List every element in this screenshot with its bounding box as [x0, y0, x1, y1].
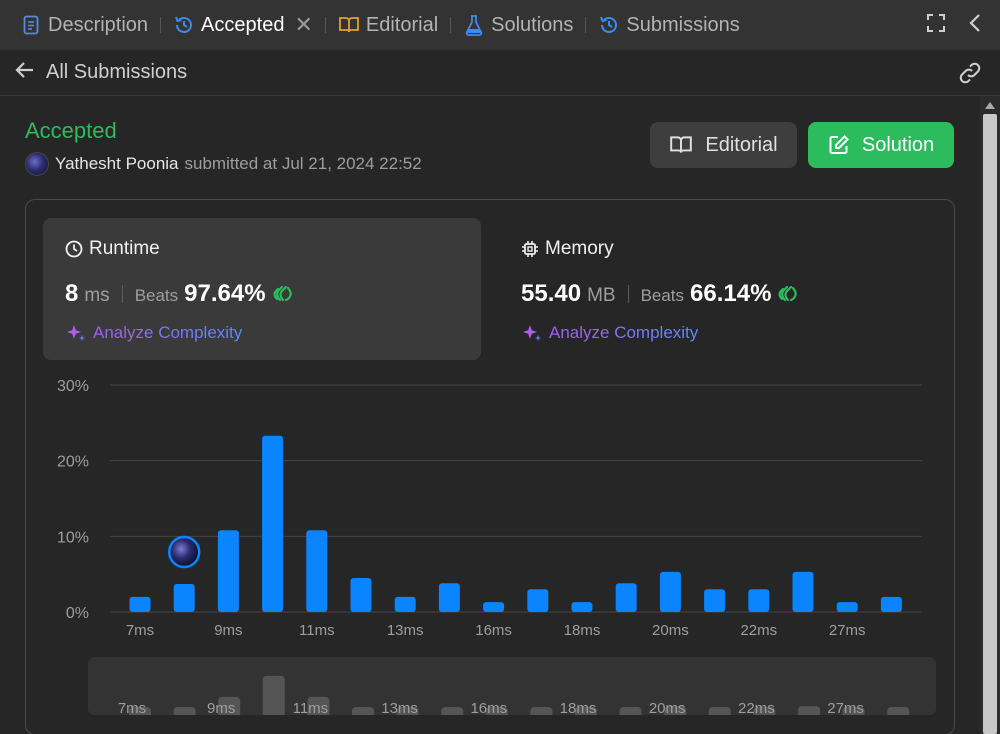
description-icon	[20, 14, 42, 36]
minimap-bar	[441, 707, 464, 715]
beats-label: Beats	[134, 286, 179, 305]
close-icon[interactable]: ✕	[294, 12, 313, 37]
minimap-label: 18ms	[560, 700, 597, 715]
book-icon	[670, 136, 693, 153]
memory-card[interactable]: Memory 55.40 MB Beats 66.14% Analyze Com…	[499, 218, 937, 360]
memory-unit: MB	[587, 285, 616, 306]
minimap-bar	[708, 707, 731, 715]
tabbar-actions	[926, 13, 982, 38]
analyze-complexity-label: Analyze Complexity	[549, 323, 699, 342]
minimap-bar	[753, 707, 776, 715]
minimap-label: 22ms	[738, 700, 775, 715]
tab-submissions[interactable]: Submissions	[598, 0, 740, 50]
submission-detail	[0, 96, 980, 734]
minimap-bar	[485, 707, 508, 715]
tab-divider	[324, 17, 326, 33]
minimap-bar	[218, 696, 241, 715]
tab-divider	[450, 17, 452, 33]
edit-icon	[829, 135, 849, 154]
tab-label: Editorial	[365, 13, 439, 36]
minimap-bar	[530, 707, 553, 715]
minimap-label: 13ms	[381, 700, 418, 715]
runtime-value: 8	[65, 280, 79, 307]
analyze-complexity-link[interactable]: Analyze Complexity	[521, 322, 915, 344]
minimap-label: 11ms	[293, 700, 329, 715]
minimap-label: 27ms	[827, 700, 864, 715]
submission-status: Accepted	[25, 118, 117, 143]
divider	[121, 285, 123, 303]
clock-icon	[65, 240, 83, 258]
tab-bar: Description Accepted ✕ Editorial Solutio…	[0, 0, 1000, 50]
fullscreen-icon[interactable]	[926, 13, 946, 38]
minimap-label: 16ms	[470, 700, 507, 715]
tab-divider	[160, 17, 162, 33]
tab-label: Solutions	[491, 13, 574, 36]
scrollbar[interactable]	[980, 96, 1000, 734]
minimap-bar	[842, 707, 865, 715]
runtime-card[interactable]: Runtime 8 ms Beats 97.64% Analyze Comple…	[43, 218, 481, 360]
book-icon	[338, 14, 360, 36]
scrollbar-thumb[interactable]	[983, 114, 997, 734]
tab-label: Description	[48, 13, 149, 36]
scroll-up-arrow-icon[interactable]	[985, 102, 995, 109]
link-icon[interactable]	[958, 62, 982, 89]
analyze-complexity-label: Analyze Complexity	[93, 323, 243, 342]
solution-button[interactable]: Solution	[808, 122, 954, 168]
minimap-bars: 7ms 9ms 11ms 13ms 16ms 18ms 20ms 22ms 27ms	[118, 675, 910, 715]
minimap-bar	[262, 675, 285, 715]
analyze-complexity-link[interactable]: Analyze Complexity	[65, 322, 459, 344]
sparkle-icon	[67, 325, 85, 341]
sparkle-icon	[523, 325, 541, 341]
tab-divider	[585, 17, 587, 33]
minimap-bar	[887, 707, 910, 715]
minimap-bar	[129, 707, 151, 715]
user-name[interactable]: Yathesht Poonia	[55, 154, 179, 173]
chart-range-minimap[interactable]: 7ms 9ms 11ms 13ms 16ms 18ms 20ms 22ms 27ms	[88, 657, 936, 715]
history-icon	[598, 14, 620, 36]
memory-beats: 66.14%	[690, 280, 772, 307]
minimap-bar	[798, 706, 820, 715]
editorial-button[interactable]: Editorial	[650, 122, 797, 168]
tab-label: Accepted	[201, 13, 285, 36]
tab-editorial[interactable]: Editorial	[338, 0, 438, 50]
tab-accepted[interactable]: Accepted ✕	[173, 0, 313, 50]
avatar[interactable]	[25, 152, 49, 176]
minimap-bar	[664, 706, 687, 715]
minimap-label: 7ms	[118, 700, 146, 715]
clap-icon	[777, 281, 799, 308]
divider	[627, 285, 629, 303]
runtime-title: Runtime	[89, 238, 160, 259]
history-icon	[173, 14, 195, 36]
runtime-beats: 97.64%	[184, 280, 266, 307]
minimap-bar	[619, 707, 642, 715]
minimap-bar	[575, 707, 597, 715]
tab-description[interactable]: Description	[20, 0, 148, 50]
runtime-unit: ms	[84, 285, 110, 306]
editorial-button-label: Editorial	[705, 133, 778, 156]
minimap-bar	[307, 696, 330, 715]
memory-value: 55.40	[521, 280, 582, 307]
minimap-bar	[173, 707, 196, 715]
tab-solutions[interactable]: Solutions	[463, 0, 573, 50]
back-arrow-icon[interactable]	[14, 61, 34, 84]
minimap-bar	[352, 707, 374, 715]
all-submissions-link[interactable]: All Submissions	[46, 61, 188, 83]
chip-icon	[522, 241, 538, 257]
minimap-bar	[396, 707, 419, 715]
solution-button-label: Solution	[861, 133, 935, 156]
submitted-at: submitted at Jul 21, 2024 22:52	[184, 154, 422, 173]
submitter-info: Yathesht Poonia submitted at Jul 21, 202…	[25, 152, 422, 176]
chevron-left-icon[interactable]	[968, 13, 982, 38]
minimap-label: 20ms	[649, 700, 686, 715]
tab-label: Submissions	[626, 13, 740, 36]
submissions-header: All Submissions	[0, 50, 1000, 96]
beats-label: Beats	[640, 286, 685, 305]
clap-icon	[272, 281, 294, 308]
memory-title: Memory	[545, 238, 614, 259]
flask-icon	[463, 14, 485, 36]
performance-panel	[25, 199, 955, 734]
minimap-label: 9ms	[207, 700, 235, 715]
